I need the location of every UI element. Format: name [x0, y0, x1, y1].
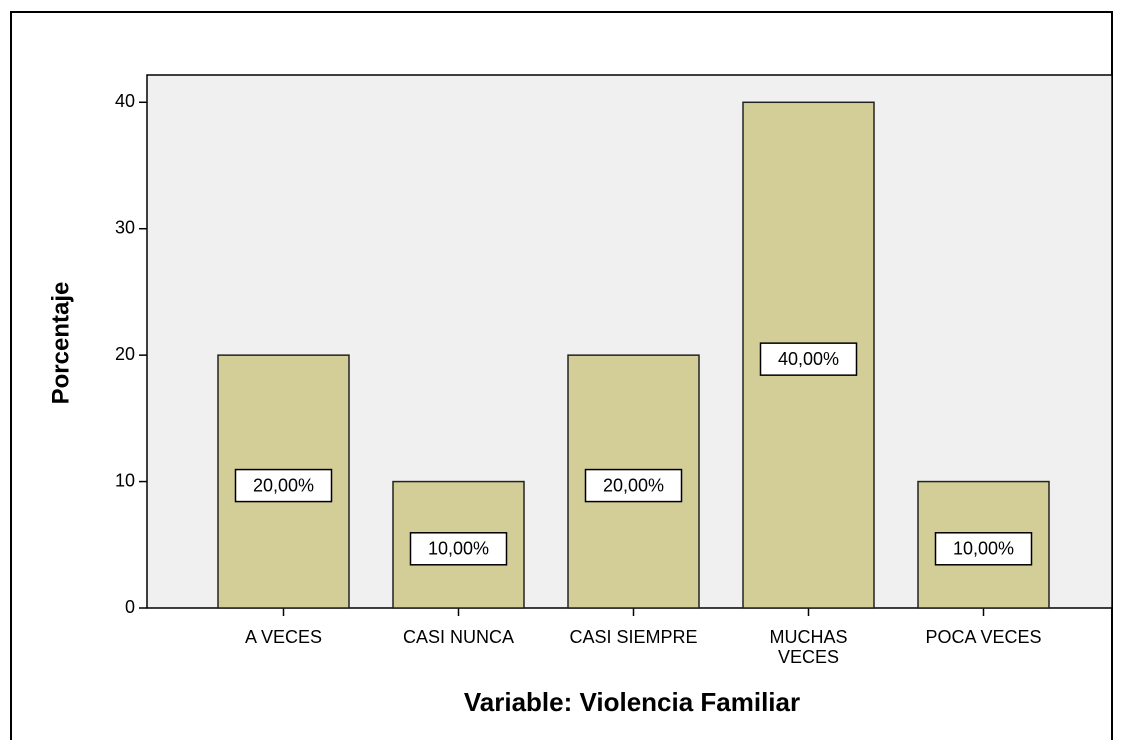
value-label: 10,00%	[953, 539, 1014, 559]
value-label: 10,00%	[428, 539, 489, 559]
y-tick-label: 20	[115, 344, 135, 364]
y-tick-label: 0	[125, 597, 135, 617]
value-label-box	[234, 468, 333, 503]
value-label-box	[934, 532, 1033, 566]
value-label: 40,00%	[778, 349, 839, 369]
x-tick-label: CASI SIEMPRE	[569, 627, 698, 647]
value-label-box	[584, 468, 683, 503]
y-axis-title: Porcentaje	[47, 282, 74, 405]
y-tick-label: 10	[115, 470, 135, 490]
x-tick-label: MUCHAS VECES	[769, 627, 848, 667]
y-tick-label: 30	[115, 217, 135, 237]
x-tick-label: POCA VECES	[925, 627, 1042, 647]
x-tick-label: A VECES	[244, 627, 323, 647]
value-label: 20,00%	[253, 475, 314, 495]
y-tick-label: 40	[115, 91, 135, 111]
value-label-box	[759, 342, 858, 376]
x-axis-title: Variable: Violencia Familiar	[464, 687, 800, 717]
x-tick-label: CASI NUNCA	[402, 627, 514, 647]
value-label: 20,00%	[603, 475, 664, 495]
value-label-box	[409, 532, 508, 566]
